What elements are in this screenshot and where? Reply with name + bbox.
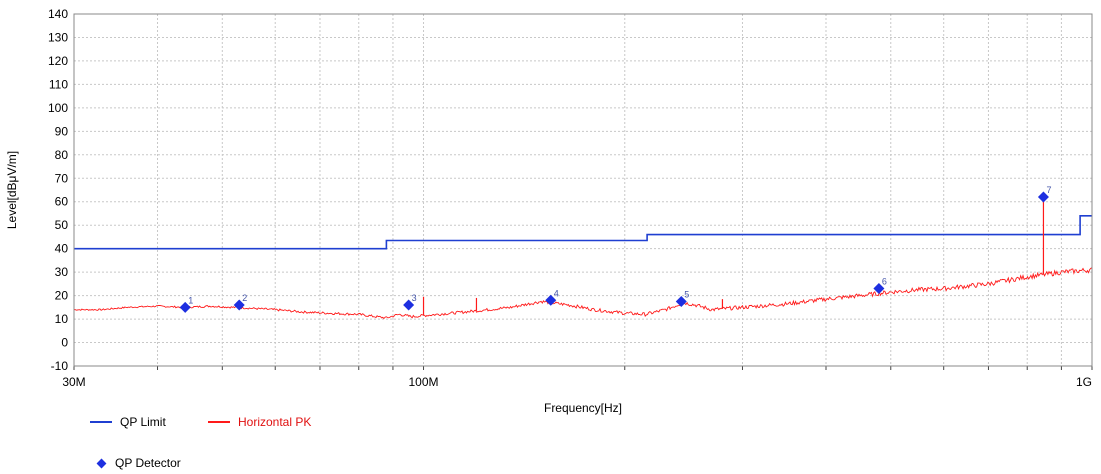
y-axis-label: Level[dBμV/m]	[5, 151, 19, 229]
horizontal-pk-line	[73, 267, 1093, 320]
detector-markers: 1 2 3 4 5 6 7	[179, 185, 1051, 313]
y-tick-label: 110	[49, 77, 68, 91]
legend-qp-limit: QP Limit	[90, 415, 166, 429]
qp-limit-swatch	[90, 421, 112, 423]
legend-qp-detector: QP Detector	[94, 456, 181, 470]
y-tick-label: 30	[55, 265, 69, 279]
qp-detector-marker	[233, 299, 245, 311]
qp-detector-marker	[403, 299, 415, 311]
y-tick-label: 60	[55, 195, 69, 209]
qp-detector-label: QP Detector	[115, 456, 181, 470]
y-tick-label: 70	[55, 171, 69, 185]
x-tick-label: 100M	[409, 375, 439, 389]
marker-number-label: 4	[554, 288, 559, 298]
qp-detector-marker	[873, 283, 885, 295]
x-tick-label: 30M	[62, 375, 85, 389]
qp-detector-swatch	[96, 458, 107, 468]
x-axis-label: Frequency[Hz]	[544, 401, 622, 415]
y-tick-label: 40	[55, 242, 69, 256]
horizontal-pk-label: Horizontal PK	[238, 415, 312, 429]
y-tick-label: 10	[55, 312, 69, 326]
y-tick-label: 120	[48, 54, 68, 68]
marker-number-label: 3	[412, 293, 417, 303]
y-tick-label: 0	[61, 336, 68, 350]
marker-number-label: 1	[188, 295, 193, 305]
qp-limit-line	[74, 215, 1092, 250]
qp-detector-marker	[179, 301, 191, 313]
series-lines	[73, 197, 1093, 320]
y-tick-label: 100	[48, 101, 68, 115]
marker-number-label: 2	[242, 293, 247, 303]
horizontal-pk-swatch	[208, 421, 230, 423]
qp-limit-label: QP Limit	[120, 415, 166, 429]
marker-number-label: 5	[684, 289, 689, 299]
y-tick-label: 80	[55, 148, 69, 162]
y-tick-label: 90	[55, 124, 69, 138]
qp-detector-marker	[1037, 191, 1049, 203]
legend-horizontal-pk: Horizontal PK	[208, 415, 311, 429]
grid-lines	[73, 13, 1093, 370]
y-tick-label: 140	[48, 7, 68, 21]
x-tick-label: 1G	[1076, 375, 1092, 389]
x-tick-labels: 30M 100M 1G	[62, 375, 1092, 389]
plot-frame	[73, 13, 1093, 367]
y-tick-label: -10	[51, 359, 69, 373]
qp-detector-marker	[545, 294, 557, 306]
y-tick-label: 20	[55, 289, 69, 303]
y-tick-label: 130	[48, 30, 68, 44]
y-tick-label: 50	[55, 218, 69, 232]
marker-number-label: 6	[882, 277, 887, 287]
qp-detector-marker	[675, 295, 687, 307]
marker-number-label: 7	[1046, 185, 1051, 195]
y-tick-labels: -10 0 10 20 30 40 50 60 70 80 90 100 110 120 130 140	[48, 7, 68, 373]
